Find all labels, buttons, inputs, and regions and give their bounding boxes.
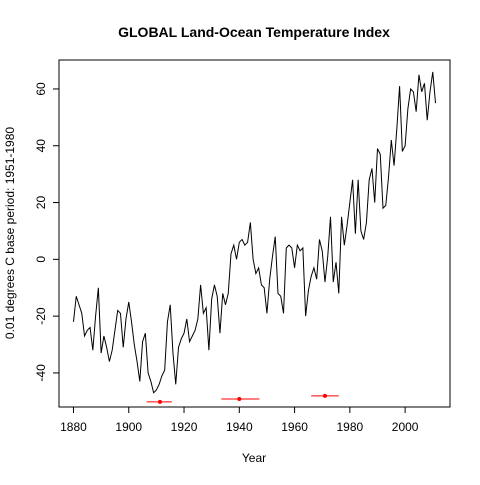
x-tick-label: 2000 bbox=[392, 420, 419, 434]
x-tick-label: 1880 bbox=[60, 420, 87, 434]
x-tick-label: 1960 bbox=[281, 420, 308, 434]
y-tick-label: 60 bbox=[34, 82, 48, 96]
x-axis-label: Year bbox=[242, 451, 266, 465]
x-tick-label: 1940 bbox=[226, 420, 253, 434]
error-point bbox=[157, 399, 162, 404]
y-tick-label: -40 bbox=[34, 364, 48, 382]
y-axis-label: 0.01 degrees C base period: 1951-1980 bbox=[3, 127, 17, 339]
y-tick-label: 0 bbox=[34, 256, 48, 263]
error-point bbox=[237, 397, 242, 402]
y-tick-label: 20 bbox=[34, 196, 48, 210]
x-tick-label: 1900 bbox=[115, 420, 142, 434]
y-tick-label: 40 bbox=[34, 139, 48, 153]
x-tick-label: 1980 bbox=[336, 420, 363, 434]
y-tick-label: -20 bbox=[34, 307, 48, 325]
error-point bbox=[322, 393, 327, 398]
chart-title: GLOBAL Land-Ocean Temperature Index bbox=[118, 24, 390, 40]
x-tick-label: 1920 bbox=[171, 420, 198, 434]
data-line bbox=[72, 71, 437, 394]
